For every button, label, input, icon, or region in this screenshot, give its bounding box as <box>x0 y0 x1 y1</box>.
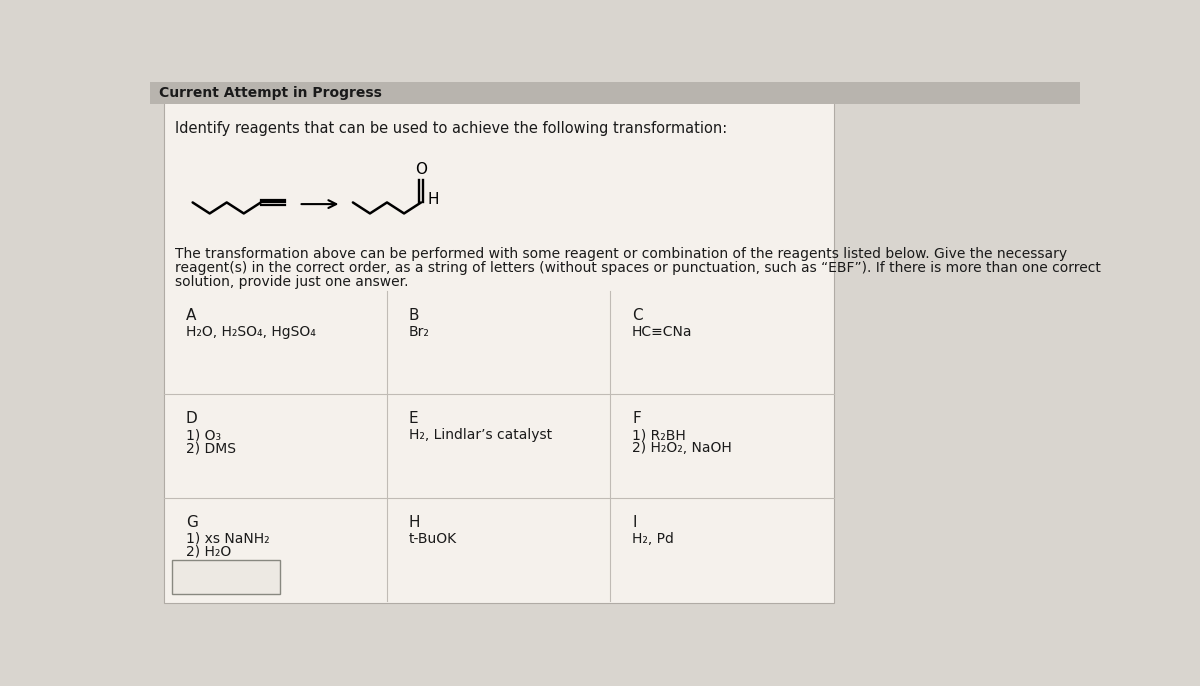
Text: H₂, Pd: H₂, Pd <box>632 532 674 546</box>
Text: 1) xs NaNH₂: 1) xs NaNH₂ <box>186 532 269 546</box>
Text: The transformation above can be performed with some reagent or combination of th: The transformation above can be performe… <box>175 247 1067 261</box>
Text: H: H <box>409 514 420 530</box>
Bar <box>164 95 834 603</box>
Text: I: I <box>632 514 636 530</box>
Text: Identify reagents that can be used to achieve the following transformation:: Identify reagents that can be used to ac… <box>175 121 727 136</box>
Text: reagent(s) in the correct order, as a string of letters (without spaces or punct: reagent(s) in the correct order, as a st… <box>175 261 1100 275</box>
Text: t-BuOK: t-BuOK <box>409 532 457 546</box>
Text: B: B <box>409 308 419 323</box>
Text: E: E <box>409 412 419 427</box>
Text: C: C <box>632 308 643 323</box>
Text: D: D <box>186 412 197 427</box>
Text: 2) H₂O: 2) H₂O <box>186 545 230 559</box>
Text: HC≡CNa: HC≡CNa <box>632 325 692 339</box>
Text: 1) R₂BH: 1) R₂BH <box>632 428 686 442</box>
Text: G: G <box>186 514 198 530</box>
Text: solution, provide just one answer.: solution, provide just one answer. <box>175 275 408 289</box>
Text: Br₂: Br₂ <box>409 325 430 339</box>
Bar <box>150 82 1080 104</box>
Text: H₂O, H₂SO₄, HgSO₄: H₂O, H₂SO₄, HgSO₄ <box>186 325 316 339</box>
Text: F: F <box>632 412 641 427</box>
Text: A: A <box>186 308 196 323</box>
Text: 2) H₂O₂, NaOH: 2) H₂O₂, NaOH <box>632 441 732 456</box>
Text: Current Attempt in Progress: Current Attempt in Progress <box>160 86 382 100</box>
Text: H₂, Lindlar’s catalyst: H₂, Lindlar’s catalyst <box>409 428 552 442</box>
Text: O: O <box>415 163 427 178</box>
Bar <box>172 560 281 593</box>
Text: 2) DMS: 2) DMS <box>186 441 235 456</box>
Text: 1) O₃: 1) O₃ <box>186 428 221 442</box>
Text: H: H <box>427 192 439 207</box>
